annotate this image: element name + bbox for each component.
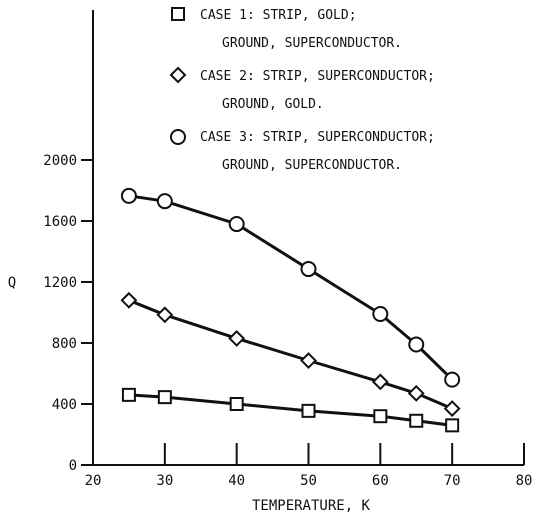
x-tick-label: 80 — [516, 473, 533, 489]
diamond-point — [156, 306, 174, 324]
square-point — [121, 387, 136, 402]
circle-point — [408, 336, 425, 353]
legend-entry-case-1: CASE 1: STRIP, GOLD; GROUND, SUPERCONDUC… — [171, 7, 402, 51]
series-square-line — [128, 393, 453, 427]
x-tick-label: 60 — [372, 473, 389, 489]
diamond-point — [443, 400, 461, 417]
series-circle-line — [128, 194, 454, 381]
legend: CASE 1: STRIP, GOLD; GROUND, SUPERCONDUC… — [169, 7, 435, 173]
square-marker-icon — [171, 7, 185, 21]
x-tick-label: 50 — [300, 473, 317, 489]
x-tick-label: 40 — [228, 473, 245, 489]
y-tick-label: 400 — [52, 397, 77, 413]
diamond-point — [371, 373, 389, 391]
legend-case-3-line2: GROUND, SUPERCONDUCTOR. — [222, 158, 402, 173]
legend-case-1-line1: CASE 1: STRIP, GOLD; — [200, 8, 357, 23]
y-axis-label: Q — [8, 275, 16, 291]
legend-case-2-line1: CASE 2: STRIP, SUPERCONDUCTOR; — [200, 69, 435, 84]
circle-point — [156, 193, 173, 210]
legend-case-3-line1: CASE 3: STRIP, SUPERCONDUCTOR; — [200, 130, 435, 145]
series-circle — [120, 187, 461, 388]
square-point — [373, 409, 388, 424]
series-square — [121, 387, 460, 433]
legend-case-1-line2: GROUND, SUPERCONDUCTOR. — [222, 36, 402, 51]
y-tick-label: 0 — [69, 458, 77, 474]
circle-point — [372, 306, 389, 323]
y-tick-label: 1600 — [43, 214, 77, 230]
x-tick-label: 30 — [156, 473, 173, 489]
series-layer — [120, 187, 461, 433]
legend-case-2-line2: GROUND, GOLD. — [222, 97, 324, 112]
circle-marker-icon — [170, 129, 186, 145]
legend-entry-case-2: CASE 2: STRIP, SUPERCONDUCTOR; GROUND, G… — [169, 66, 435, 112]
x-axis-label: TEMPERATURE, K — [252, 498, 371, 514]
diamond-point — [407, 384, 425, 402]
series-diamond-line — [128, 298, 453, 410]
square-point — [157, 390, 172, 405]
square-point — [301, 403, 316, 418]
diamond-point — [228, 330, 246, 347]
circle-point — [120, 187, 137, 204]
square-point — [445, 418, 460, 433]
legend-entry-case-3: CASE 3: STRIP, SUPERCONDUCTOR; GROUND, S… — [170, 129, 435, 173]
circle-point — [444, 371, 461, 388]
circle-point — [300, 261, 317, 278]
square-point — [409, 413, 424, 428]
diamond-marker-icon — [169, 66, 187, 84]
x-tick-label: 20 — [85, 473, 102, 489]
x-tick-label: 70 — [444, 473, 461, 489]
series-diamond — [120, 291, 461, 417]
y-tick-label: 1200 — [43, 275, 77, 291]
diamond-point — [120, 291, 138, 309]
circle-point — [228, 216, 245, 233]
y-tick-label: 2000 — [43, 153, 77, 169]
diamond-point — [300, 352, 317, 369]
y-tick-label: 800 — [52, 336, 77, 352]
square-point — [229, 397, 244, 411]
